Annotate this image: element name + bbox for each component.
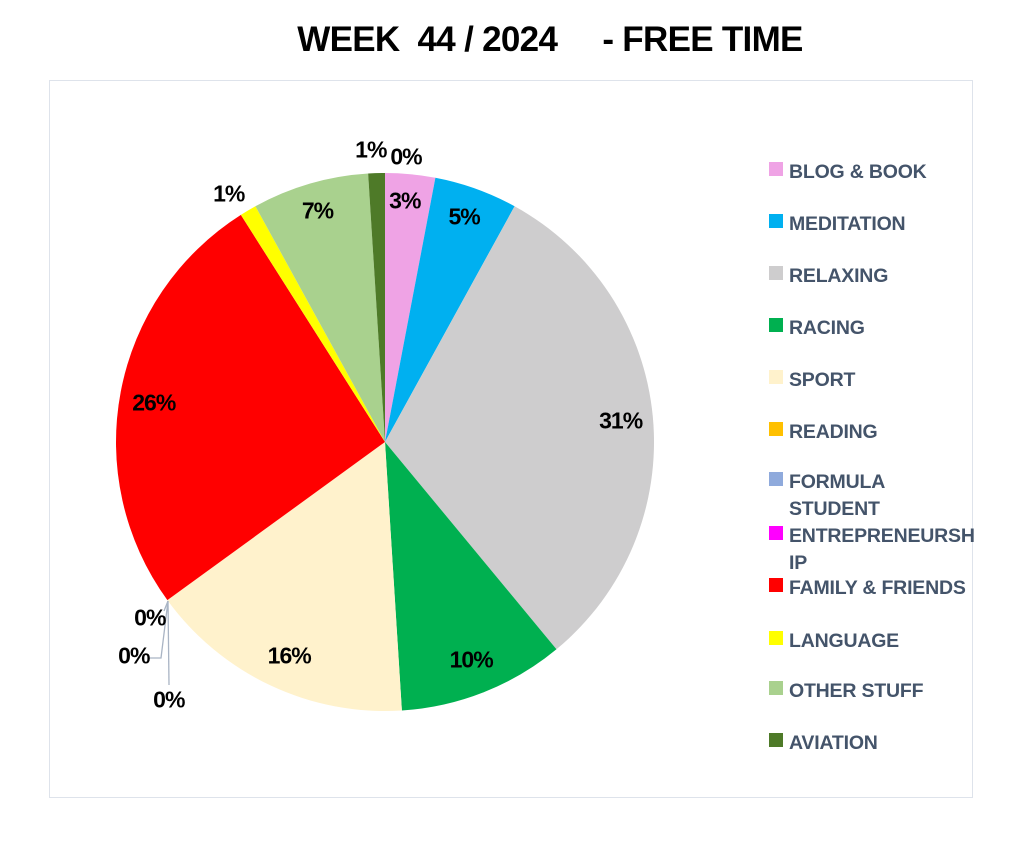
legend-label: LANGUAGE (789, 629, 899, 652)
legend-swatch-language (769, 630, 783, 645)
data-label-unnamed: 0% (390, 143, 422, 170)
legend-label: RACING (789, 316, 865, 339)
legend-swatch-sport (769, 369, 783, 384)
legend-item-family-friends: FAMILY & FRIENDS (769, 575, 966, 602)
pie-slice-aviation (368, 173, 385, 442)
legend-swatch-relaxing (769, 265, 783, 280)
legend-swatch-aviation (769, 732, 783, 747)
legend-item-racing: RACING (769, 315, 865, 342)
chart-title: WEEK 44 / 2024 - FREE TIME (297, 20, 803, 59)
pie-slice-relaxing (385, 206, 655, 650)
legend-swatch-entrepreneurship (769, 525, 783, 540)
legend-item-meditation: MEDITATION (769, 211, 906, 238)
pie-chart (116, 173, 655, 712)
legend-label: SPORT (789, 368, 856, 391)
legend-swatch-other-stuff (769, 680, 783, 695)
leader-line (149, 600, 169, 659)
data-label-blog-book: 3% (389, 187, 421, 214)
leader-line (167, 600, 170, 686)
pie-slice-meditation (385, 177, 515, 442)
pie-slice-racing (385, 442, 557, 711)
data-label-formula-student: 0% (118, 642, 150, 669)
legend-item-language: LANGUAGE (769, 628, 899, 655)
legend-swatch-reading (769, 421, 783, 436)
data-label-meditation: 5% (448, 203, 480, 230)
legend-label: MEDITATION (789, 212, 906, 235)
data-label-relaxing: 31% (599, 407, 643, 434)
legend-swatch-blog-book (769, 161, 783, 176)
data-label-family-friends: 26% (132, 389, 176, 416)
pie-slice-blog-book (385, 173, 436, 442)
legend-label: RELAXING (789, 264, 889, 287)
legend-swatch-racing (769, 317, 783, 332)
legend-item-relaxing: RELAXING (769, 263, 888, 290)
pie-slice-language (240, 206, 385, 442)
pie-slice-sport (167, 442, 402, 712)
legend-label: OTHER STUFF (789, 679, 924, 702)
legend-item-sport: SPORT (769, 367, 855, 394)
data-label-entrepreneurship: 0% (153, 686, 185, 713)
pie-slice-other-stuff (255, 173, 385, 442)
pie-slice-family-friends (116, 214, 386, 601)
legend-label: READING (789, 420, 878, 443)
legend-label: BLOG & BOOK (789, 160, 927, 183)
legend-item-entrepreneurship: ENTREPRENEURSH IP (769, 523, 975, 577)
legend-label: FAMILY & FRIENDS (789, 576, 966, 599)
data-label-aviation: 1% (355, 136, 387, 163)
data-label-other-stuff: 7% (301, 197, 334, 223)
legend-swatch-family-friends (769, 577, 783, 592)
data-label-reading: 0% (134, 604, 166, 631)
data-label-language: 1% (213, 180, 245, 207)
plot-area: 3% 5% 31% 10% 16% 0% 0% 0% 26% 1% 7% 1% 0% BLOG & BO… (49, 80, 975, 798)
data-label-sport: 16% (267, 642, 312, 669)
legend-label: FORMULA STUDENT (789, 470, 886, 520)
legend-swatch-meditation (769, 213, 783, 228)
legend-item-reading: READING (769, 419, 878, 446)
data-label-racing: 10% (449, 646, 494, 673)
legend-swatch-formula-student (769, 471, 783, 486)
legend-item-formula-student: FORMULA STUDENT (769, 469, 885, 523)
legend-item-blog-book: BLOG & BOOK (769, 159, 927, 186)
legend-item-other-stuff: OTHER STUFF (769, 678, 923, 705)
legend-item-aviation: AVIATION (769, 730, 878, 757)
legend-label: ENTREPRENEURSH IP (789, 524, 975, 574)
legend-label: AVIATION (789, 731, 878, 754)
